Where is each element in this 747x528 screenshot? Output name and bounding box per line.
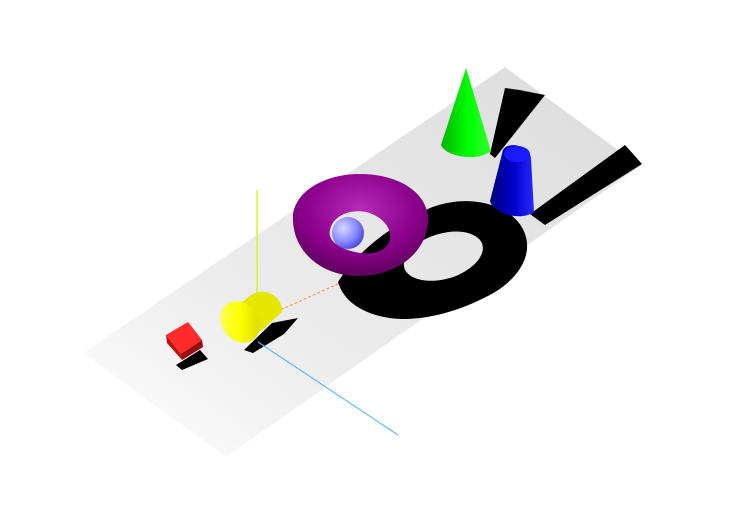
- blue-frustum-shadow: [530, 145, 642, 225]
- yellow-cylinder-shadow: [244, 318, 298, 353]
- z-axis-line: [257, 341, 399, 436]
- green-cone-shadow: [490, 88, 545, 158]
- blue-truncated-cone[interactable]: [490, 145, 534, 217]
- green-cone[interactable]: [441, 68, 491, 158]
- green-cone-shadow-tip: [505, 88, 545, 95]
- red-cube[interactable]: [166, 322, 203, 360]
- torus-shadow: [338, 201, 528, 319]
- red-cube-shadow: [176, 350, 208, 370]
- purple-torus[interactable]: [292, 174, 428, 277]
- yellow-cylinder[interactable]: [212, 291, 283, 351]
- light-blue-sphere[interactable]: [332, 217, 364, 249]
